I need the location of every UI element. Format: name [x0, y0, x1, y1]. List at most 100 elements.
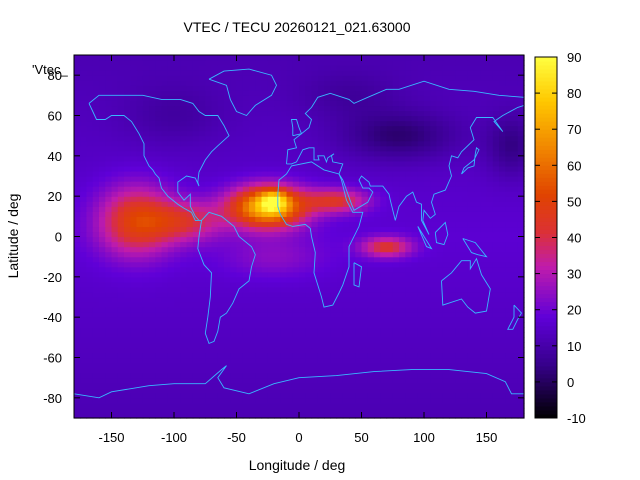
heatmap-cell — [405, 271, 413, 278]
heatmap-cell — [161, 352, 169, 359]
heatmap-cell — [205, 155, 213, 162]
heatmap-cell — [105, 347, 113, 354]
heatmap-cell — [486, 412, 494, 419]
heatmap-cell — [399, 165, 406, 172]
heatmap-cell — [299, 150, 306, 157]
heatmap-cell — [374, 256, 381, 263]
heatmap-cell — [492, 110, 500, 117]
heatmap-cell — [205, 302, 213, 308]
heatmap-cell — [230, 226, 238, 233]
heatmap-cell — [361, 322, 369, 328]
heatmap-cell — [505, 377, 513, 384]
heatmap-cell — [405, 145, 413, 152]
heatmap-cell — [305, 95, 313, 101]
heatmap-cell — [105, 90, 113, 96]
heatmap-cell — [242, 392, 250, 399]
heatmap-cell — [461, 362, 469, 369]
heatmap-cell — [92, 412, 100, 419]
heatmap-cell — [330, 362, 338, 369]
heatmap-cell — [380, 196, 388, 202]
heatmap-cell — [249, 165, 256, 172]
heatmap-cell — [80, 160, 88, 167]
heatmap-cell — [355, 266, 363, 273]
heatmap-cell — [311, 302, 319, 308]
heatmap-cell — [324, 297, 331, 303]
heatmap-cell — [86, 75, 94, 81]
heatmap-cell — [405, 322, 413, 328]
heatmap-cell — [249, 397, 256, 404]
heatmap-cell — [136, 412, 144, 419]
heatmap-cell — [355, 347, 363, 354]
heatmap-cell — [99, 312, 106, 318]
heatmap-cell — [124, 302, 131, 308]
heatmap-cell — [361, 226, 369, 233]
heatmap-cell — [267, 322, 275, 328]
heatmap-cell — [74, 412, 81, 419]
heatmap-cell — [74, 211, 81, 217]
heatmap-cell — [124, 75, 131, 81]
heatmap-cell — [299, 276, 306, 283]
heatmap-cell — [142, 145, 150, 152]
heatmap-cell — [211, 140, 219, 147]
heatmap-cell — [242, 286, 250, 293]
heatmap-cell — [430, 352, 438, 359]
heatmap-cell — [236, 65, 244, 71]
heatmap-cell — [111, 382, 119, 389]
heatmap-cell — [499, 120, 506, 127]
heatmap-cell — [274, 135, 281, 142]
heatmap-cell — [411, 317, 419, 323]
heatmap-cell — [261, 291, 269, 298]
heatmap-cell — [236, 251, 244, 258]
heatmap-cell — [436, 165, 444, 172]
heatmap-cell — [511, 125, 519, 132]
heatmap-cell — [167, 206, 175, 212]
heatmap-cell — [499, 80, 506, 86]
heatmap-cell — [274, 362, 281, 369]
heatmap-cell — [317, 312, 325, 318]
heatmap-cell — [86, 206, 94, 212]
heatmap-cell — [474, 382, 481, 389]
heatmap-cell — [180, 221, 188, 228]
heatmap-cell — [86, 407, 94, 414]
heatmap-cell — [424, 70, 431, 76]
heatmap-cell — [449, 322, 456, 328]
heatmap-cell — [230, 256, 238, 263]
heatmap-cell — [411, 322, 419, 328]
heatmap-cell — [124, 221, 131, 228]
heatmap-cell — [249, 302, 256, 308]
heatmap-cell — [192, 281, 200, 288]
heatmap-cell — [224, 392, 231, 399]
heatmap-cell — [80, 95, 88, 101]
heatmap-cell — [424, 110, 431, 117]
heatmap-cell — [511, 95, 519, 101]
heatmap-cell — [511, 191, 519, 197]
heatmap-cell — [280, 362, 288, 369]
heatmap-cell — [486, 261, 494, 268]
heatmap-cell — [111, 256, 119, 263]
heatmap-cell — [161, 236, 169, 243]
heatmap-cell — [349, 246, 356, 253]
heatmap-cell — [349, 226, 356, 233]
heatmap-cell — [155, 251, 163, 258]
heatmap-cell — [205, 65, 213, 71]
heatmap-cell — [180, 317, 188, 323]
heatmap-cell — [430, 231, 438, 238]
heatmap-cell — [130, 332, 138, 338]
heatmap-cell — [74, 281, 81, 288]
heatmap-cell — [480, 145, 488, 152]
heatmap-cell — [424, 231, 431, 238]
heatmap-cell — [505, 291, 513, 298]
heatmap-cell — [205, 176, 213, 182]
heatmap-cell — [317, 342, 325, 349]
heatmap-cell — [317, 276, 325, 283]
heatmap-cell — [517, 236, 525, 243]
heatmap-cell — [167, 342, 175, 349]
heatmap-cell — [249, 196, 256, 202]
heatmap-cell — [505, 261, 513, 268]
heatmap-cell — [86, 70, 94, 76]
heatmap-cell — [124, 216, 131, 222]
heatmap-cell — [192, 297, 200, 303]
heatmap-cell — [411, 145, 419, 152]
heatmap-cell — [305, 302, 313, 308]
heatmap-cell — [505, 206, 513, 212]
